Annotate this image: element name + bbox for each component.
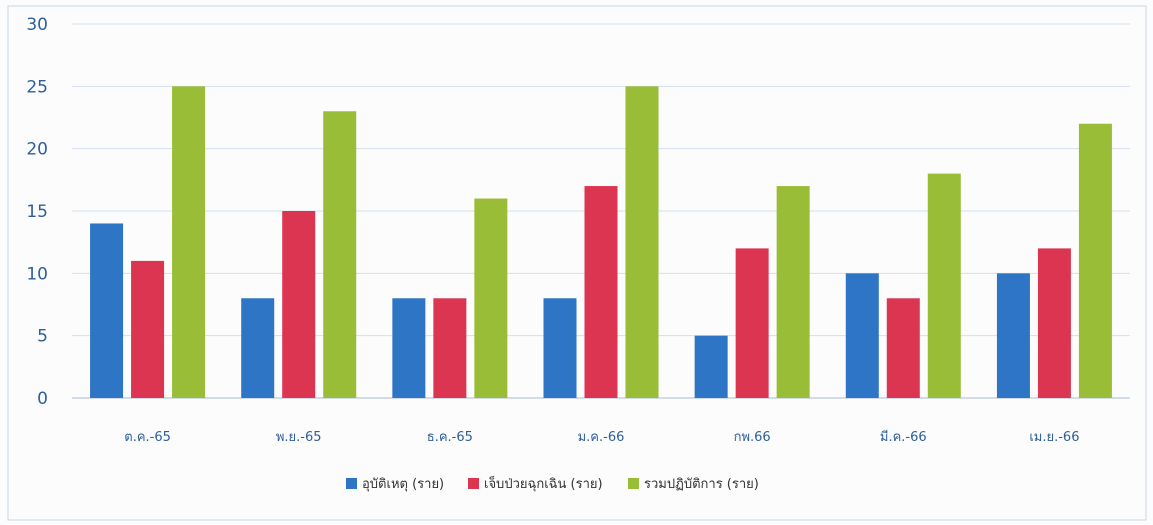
legend-swatch bbox=[468, 478, 479, 489]
legend-label: อุบัติเหตุ (ราย) bbox=[362, 477, 444, 492]
bar-series-2 bbox=[584, 186, 618, 398]
x-tick-label: ม.ค.-66 bbox=[578, 430, 625, 445]
y-tick-label: 5 bbox=[37, 327, 48, 347]
bar-series-2 bbox=[735, 248, 769, 398]
x-axis-ticks: ต.ค.-65 พ.ย.-65 ธ.ค.-65 ม.ค.-66 กพ.66 มี.ค.-6… bbox=[124, 429, 1079, 445]
bar-series-2 bbox=[282, 211, 316, 398]
x-tick-label: พ.ย.-65 bbox=[276, 430, 322, 445]
x-tick-label: มี.ค.-66 bbox=[880, 429, 927, 445]
y-tick-label: 25 bbox=[26, 77, 48, 97]
bar-series-2 bbox=[886, 298, 920, 398]
bar-series-3 bbox=[474, 198, 508, 398]
legend-label: รวมปฏิบัติการ (ราย) bbox=[644, 477, 759, 492]
bar-series-1 bbox=[90, 223, 124, 398]
bar-series-3 bbox=[625, 86, 659, 398]
bar-series-3 bbox=[776, 186, 810, 398]
legend-swatch bbox=[628, 478, 639, 489]
x-tick-label: กพ.66 bbox=[734, 430, 771, 445]
y-tick-label: 20 bbox=[26, 140, 48, 160]
x-tick-label: ธ.ค.-65 bbox=[427, 430, 473, 445]
y-tick-label: 0 bbox=[37, 389, 48, 409]
y-tick-label: 10 bbox=[26, 264, 48, 284]
bar-series-2 bbox=[131, 260, 165, 398]
bars bbox=[90, 86, 1112, 399]
bar-series-1 bbox=[241, 298, 275, 398]
chart-frame bbox=[7, 5, 1147, 521]
bar-series-1 bbox=[694, 335, 728, 398]
bar-series-1 bbox=[392, 298, 426, 398]
legend-swatch bbox=[346, 478, 357, 489]
bar-series-1 bbox=[543, 298, 577, 398]
bar-series-1 bbox=[996, 273, 1030, 398]
bar-series-2 bbox=[433, 298, 467, 398]
legend: อุบัติเหตุ (ราย) เจ็บป่วยฉุกเฉิน (ราย) รวม… bbox=[346, 474, 759, 492]
bar-series-3 bbox=[927, 173, 961, 398]
bar-series-3 bbox=[1078, 123, 1112, 398]
bar-series-2 bbox=[1037, 248, 1071, 398]
bar-series-1 bbox=[845, 273, 879, 398]
x-tick-label: เม.ย.-66 bbox=[1029, 430, 1079, 445]
bar-series-3 bbox=[172, 86, 206, 398]
y-axis-ticks: 0 5 10 15 20 25 30 bbox=[26, 15, 48, 409]
x-tick-label: ต.ค.-65 bbox=[124, 430, 171, 445]
bar-series-3 bbox=[323, 111, 357, 399]
legend-label: เจ็บป่วยฉุกเฉิน (ราย) bbox=[484, 474, 603, 492]
y-tick-label: 15 bbox=[26, 202, 48, 222]
y-tick-label: 30 bbox=[26, 15, 48, 35]
